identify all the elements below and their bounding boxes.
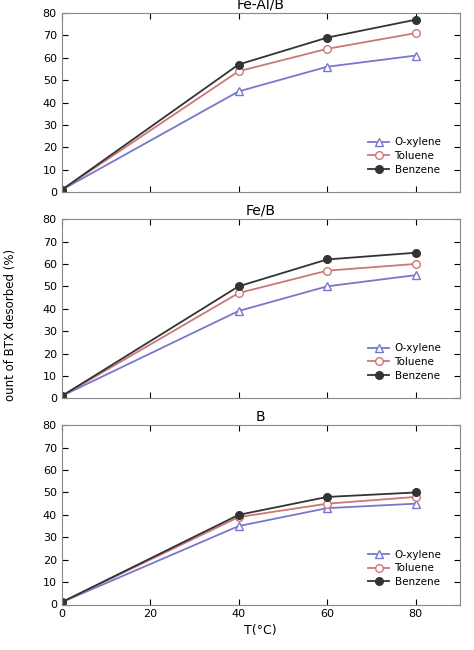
O-xylene — [324, 283, 330, 291]
Benzene — [324, 34, 330, 42]
O-xylene — [59, 186, 64, 194]
Benzene — [59, 392, 64, 400]
O-xylene — [324, 504, 330, 512]
Toluene — [59, 392, 64, 400]
Legend: O-xylene, Toluene, Benzene: O-xylene, Toluene, Benzene — [363, 545, 447, 592]
Line: O-xylene: O-xylene — [58, 500, 419, 606]
O-xylene — [413, 500, 419, 508]
Toluene — [236, 514, 241, 521]
O-xylene — [236, 307, 241, 315]
Toluene — [236, 289, 241, 297]
Toluene — [413, 260, 419, 268]
Text: ount of BTX desorbed (%): ount of BTX desorbed (%) — [4, 249, 17, 401]
Benzene — [324, 255, 330, 263]
Legend: O-xylene, Toluene, Benzene: O-xylene, Toluene, Benzene — [363, 132, 447, 180]
Toluene — [413, 493, 419, 501]
Line: Benzene: Benzene — [58, 16, 419, 194]
O-xylene — [324, 63, 330, 71]
Toluene — [59, 186, 64, 194]
O-xylene — [236, 88, 241, 96]
Benzene — [59, 599, 64, 606]
Toluene — [324, 266, 330, 274]
X-axis label: T(°C): T(°C) — [245, 623, 277, 636]
Benzene — [59, 186, 64, 194]
Line: O-xylene: O-xylene — [58, 52, 419, 194]
Benzene — [236, 511, 241, 519]
Title: B: B — [256, 410, 265, 424]
Benzene — [413, 16, 419, 23]
O-xylene — [236, 522, 241, 530]
Line: Toluene: Toluene — [58, 493, 419, 606]
O-xylene — [413, 271, 419, 279]
O-xylene — [59, 599, 64, 606]
O-xylene — [59, 392, 64, 400]
Benzene — [413, 249, 419, 257]
Toluene — [324, 45, 330, 53]
Line: Toluene: Toluene — [58, 29, 419, 194]
Toluene — [324, 500, 330, 508]
Toluene — [413, 29, 419, 37]
Toluene — [236, 68, 241, 75]
Line: O-xylene: O-xylene — [58, 271, 419, 400]
Benzene — [236, 283, 241, 291]
O-xylene — [413, 51, 419, 59]
Line: Benzene: Benzene — [58, 489, 419, 606]
Legend: O-xylene, Toluene, Benzene: O-xylene, Toluene, Benzene — [363, 338, 447, 386]
Benzene — [324, 493, 330, 501]
Line: Toluene: Toluene — [58, 260, 419, 400]
Benzene — [413, 489, 419, 497]
Line: Benzene: Benzene — [58, 249, 419, 400]
Benzene — [236, 60, 241, 68]
Title: Fe-Al/B: Fe-Al/B — [237, 0, 285, 12]
Title: Fe/B: Fe/B — [246, 204, 276, 218]
Toluene — [59, 599, 64, 606]
